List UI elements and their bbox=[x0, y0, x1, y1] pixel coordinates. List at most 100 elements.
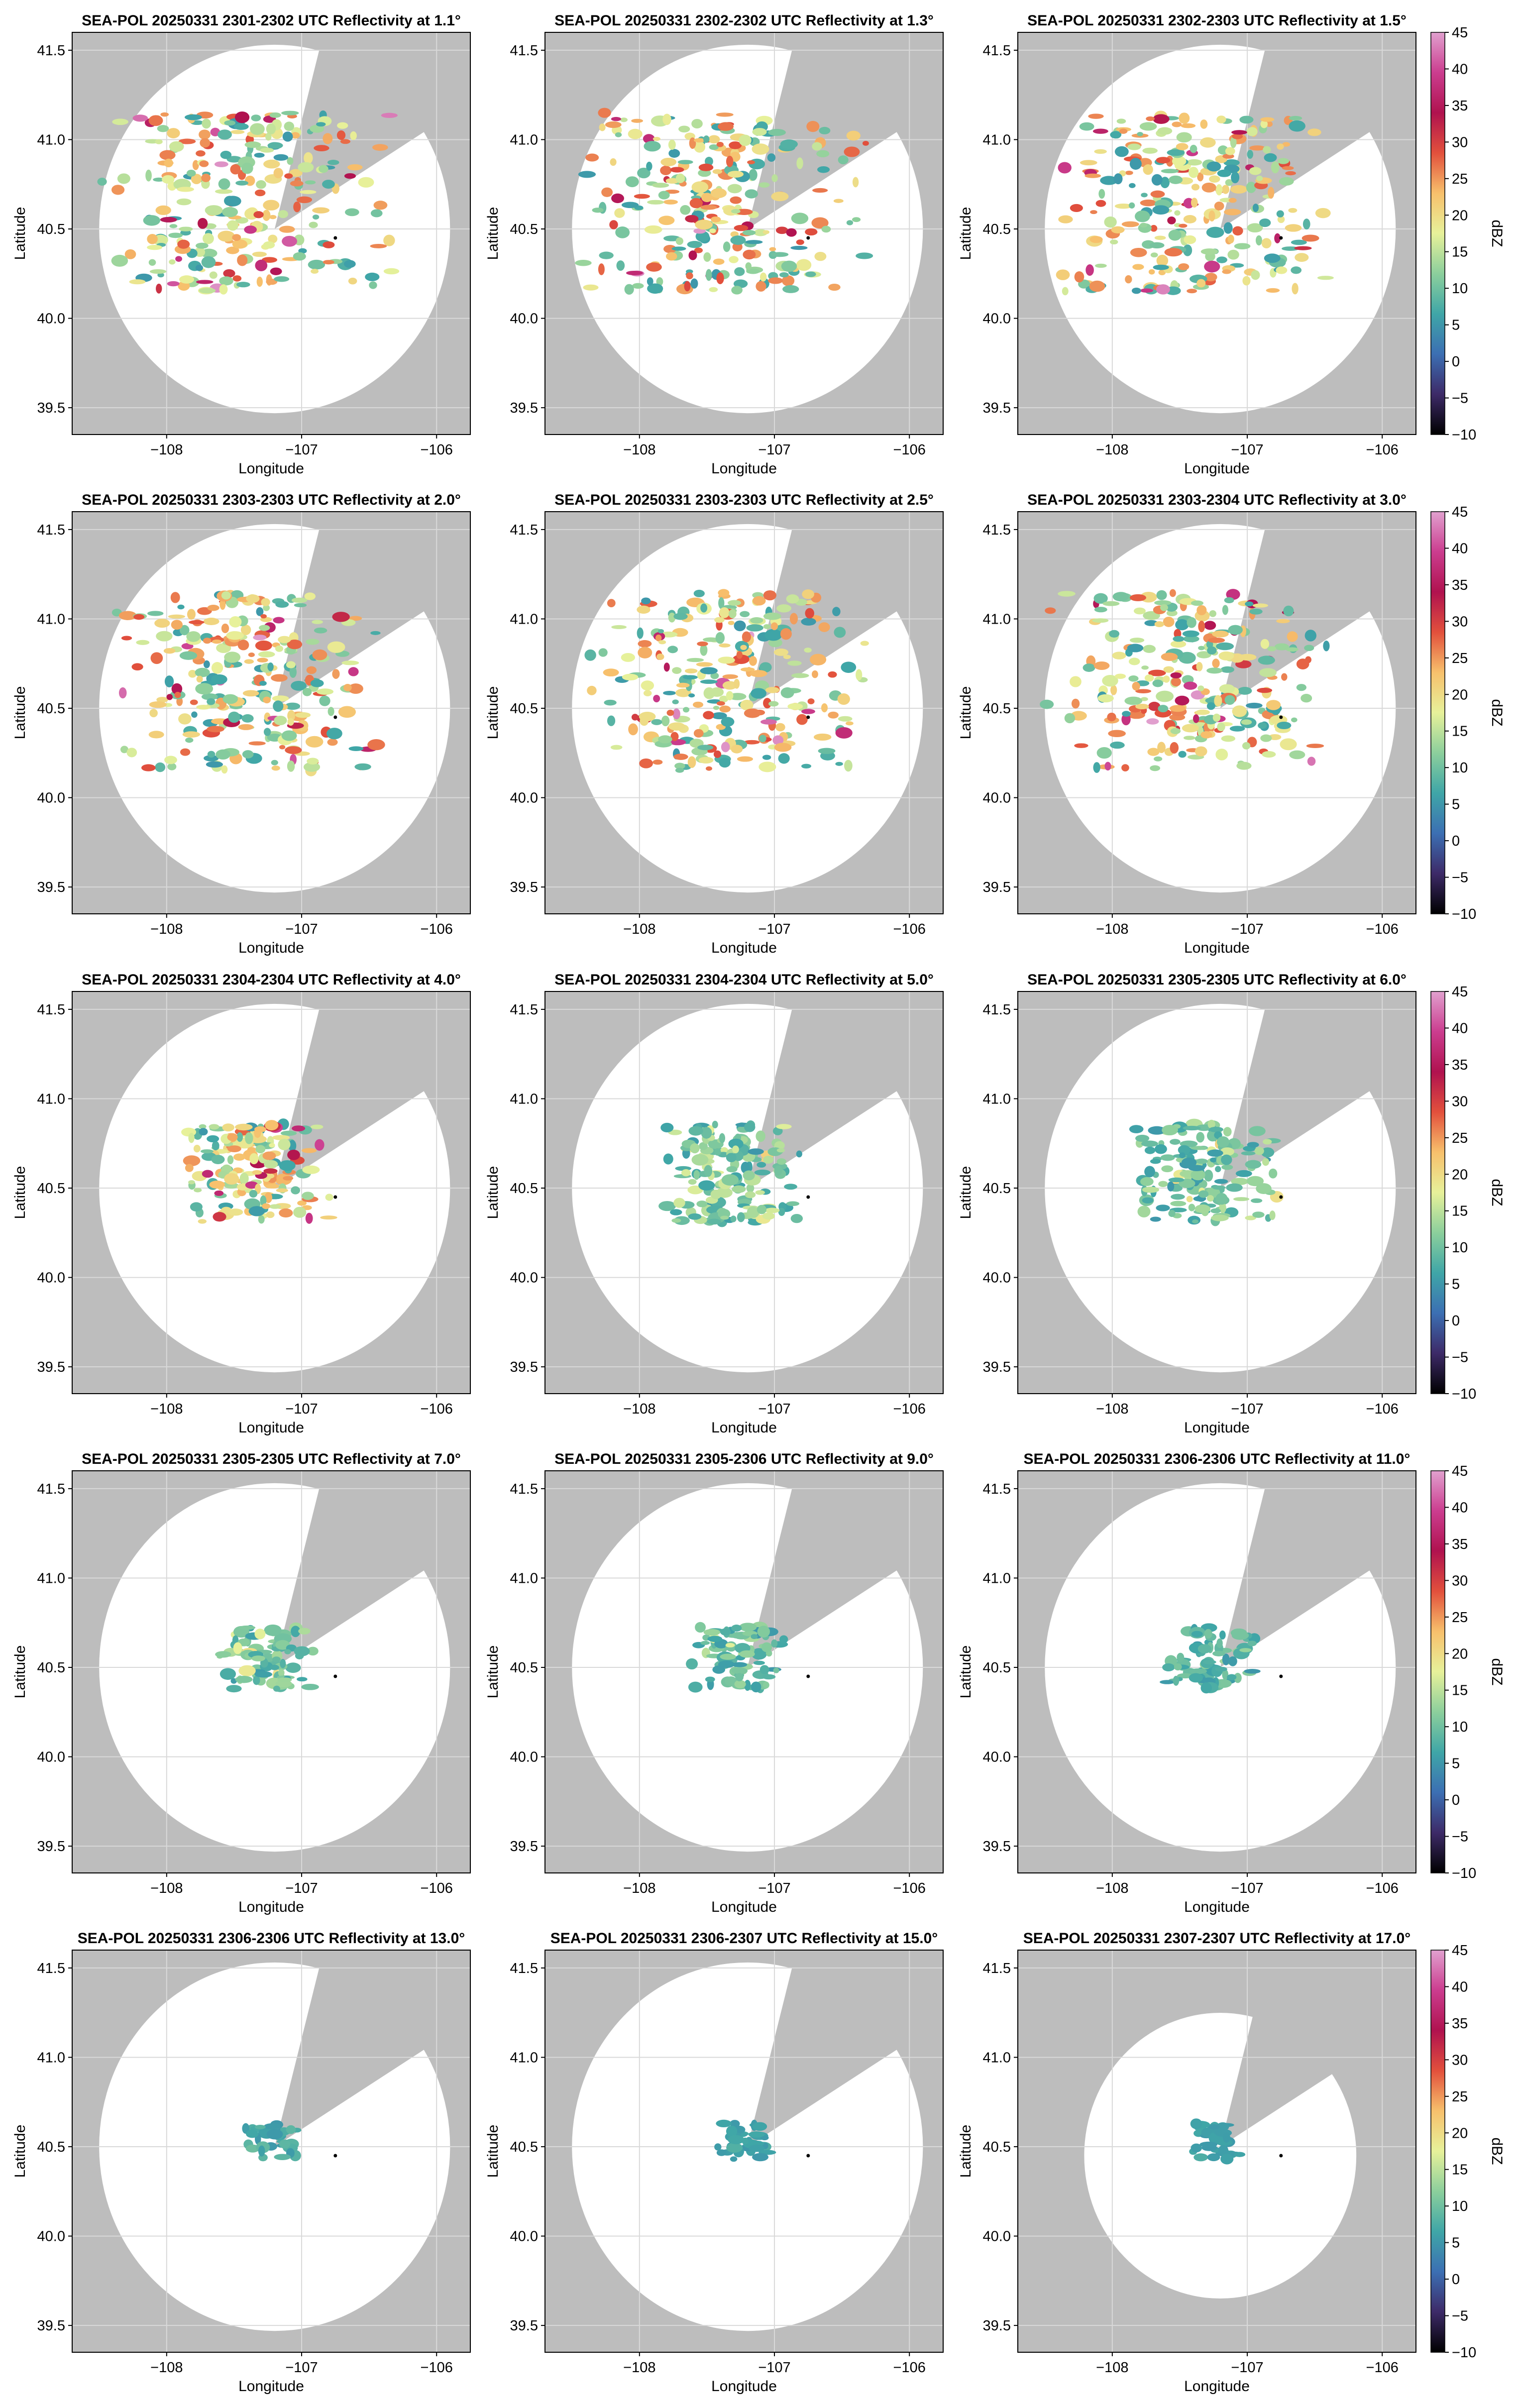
echo-cell bbox=[323, 133, 333, 144]
echo-cell bbox=[1172, 121, 1182, 127]
echo-cell bbox=[1274, 233, 1281, 243]
echo-cell bbox=[244, 225, 257, 234]
echo-cell bbox=[1258, 656, 1275, 665]
echo-cell bbox=[1217, 722, 1225, 732]
colorbar-ramp bbox=[1430, 1470, 1445, 1873]
echo-cell bbox=[1191, 2143, 1202, 2153]
echo-cell bbox=[1102, 675, 1118, 687]
echo-cell bbox=[1219, 684, 1235, 694]
y-tick-label: 40.5 bbox=[37, 2139, 65, 2155]
echo-cell bbox=[705, 156, 713, 166]
echo-cell bbox=[278, 1669, 285, 1677]
echo-cell bbox=[604, 699, 617, 706]
echo-cell bbox=[746, 624, 763, 632]
echo-cell bbox=[285, 1662, 301, 1673]
echo-cell bbox=[286, 661, 296, 668]
echo-cell bbox=[1135, 210, 1150, 222]
x-axis-label: Longitude bbox=[1184, 460, 1250, 477]
reflectivity-echoes bbox=[97, 110, 400, 295]
echo-cell bbox=[714, 617, 725, 623]
echo-cell bbox=[274, 715, 287, 726]
echo-cell bbox=[281, 110, 299, 115]
echo-cell bbox=[686, 1658, 698, 1670]
echo-cell bbox=[1199, 2141, 1218, 2148]
x-tick-label: −107 bbox=[758, 1401, 790, 1417]
echo-cell bbox=[592, 208, 604, 213]
echo-cell bbox=[643, 690, 652, 696]
echo-cell bbox=[287, 760, 295, 772]
echo-cell bbox=[253, 211, 264, 219]
echo-cell bbox=[279, 745, 286, 750]
echo-cell bbox=[1222, 1669, 1229, 1680]
x-tick-label: −107 bbox=[285, 1880, 318, 1896]
echo-cell bbox=[601, 187, 613, 197]
x-axis-label: Longitude bbox=[711, 460, 777, 477]
echo-cell bbox=[646, 161, 652, 171]
echo-cell bbox=[383, 268, 400, 275]
echo-cell bbox=[744, 740, 760, 745]
echo-cell bbox=[132, 114, 148, 122]
echo-cell bbox=[756, 281, 766, 292]
y-tick-label: 40.5 bbox=[983, 1181, 1011, 1197]
echo-cell bbox=[673, 613, 688, 620]
echo-cell bbox=[290, 180, 304, 187]
echo-cell bbox=[1150, 224, 1158, 232]
y-tick-label: 40.5 bbox=[510, 1660, 538, 1676]
echo-cell bbox=[1140, 288, 1153, 293]
echo-cell bbox=[828, 283, 841, 291]
echo-cell bbox=[628, 723, 638, 736]
y-tick-label: 41.0 bbox=[510, 1091, 538, 1107]
colorbar-tick-label: 30 bbox=[1452, 614, 1468, 630]
x-tick-label: −106 bbox=[421, 2360, 453, 2376]
echo-cell bbox=[280, 1130, 297, 1136]
echo-cell bbox=[224, 1173, 239, 1185]
echo-cell bbox=[1167, 217, 1176, 224]
echo-cell bbox=[1083, 663, 1095, 672]
echo-cell bbox=[718, 122, 734, 131]
echo-cell bbox=[700, 679, 718, 684]
echo-cell bbox=[153, 177, 165, 182]
echo-cell bbox=[675, 767, 684, 773]
echo-cell bbox=[1154, 600, 1172, 606]
echo-cell bbox=[700, 603, 708, 613]
echo-cell bbox=[722, 674, 738, 679]
echo-cell bbox=[266, 2129, 283, 2140]
echo-cell bbox=[727, 184, 742, 194]
echo-cell bbox=[1178, 263, 1190, 270]
echo-cell bbox=[1144, 674, 1154, 682]
echo-cell bbox=[282, 235, 298, 247]
y-tick-label: 40.5 bbox=[510, 701, 538, 717]
echo-cell bbox=[185, 737, 194, 743]
echo-cell bbox=[1282, 142, 1291, 147]
y-tick-label: 39.5 bbox=[510, 1359, 538, 1375]
echo-cell bbox=[1176, 132, 1192, 143]
echo-cell bbox=[1168, 1177, 1185, 1183]
echo-cell bbox=[1190, 144, 1197, 153]
echo-cell bbox=[818, 748, 836, 754]
echo-cell bbox=[1219, 1203, 1226, 1213]
echo-cell bbox=[1200, 119, 1208, 129]
echo-cell bbox=[186, 170, 196, 177]
y-axis-label: Latitude bbox=[12, 2125, 28, 2178]
echo-cell bbox=[325, 1194, 333, 1201]
colorbar-tick-label: 15 bbox=[1452, 724, 1468, 740]
echo-cell bbox=[757, 1162, 766, 1168]
echo-cell bbox=[746, 1184, 755, 1193]
echo-cell bbox=[768, 701, 779, 707]
echo-cell bbox=[1215, 1666, 1227, 1672]
echo-cell bbox=[1156, 284, 1170, 295]
echo-cell bbox=[726, 691, 734, 701]
echo-cell bbox=[148, 259, 156, 266]
x-tick-label: −106 bbox=[893, 2360, 926, 2376]
echo-cell bbox=[739, 134, 752, 146]
echo-cell bbox=[202, 118, 211, 129]
echo-cell bbox=[369, 281, 377, 289]
y-tick-label: 41.5 bbox=[983, 1481, 1011, 1497]
echo-cell bbox=[253, 1675, 260, 1685]
echo-cell bbox=[1195, 1158, 1208, 1164]
echo-cell bbox=[149, 709, 158, 718]
echo-cell bbox=[753, 1660, 765, 1665]
echo-cell bbox=[1260, 117, 1275, 122]
echo-cell bbox=[672, 699, 679, 705]
panel-title: SEA-POL 20250331 2302-2302 UTC Reflectiv… bbox=[554, 12, 934, 29]
